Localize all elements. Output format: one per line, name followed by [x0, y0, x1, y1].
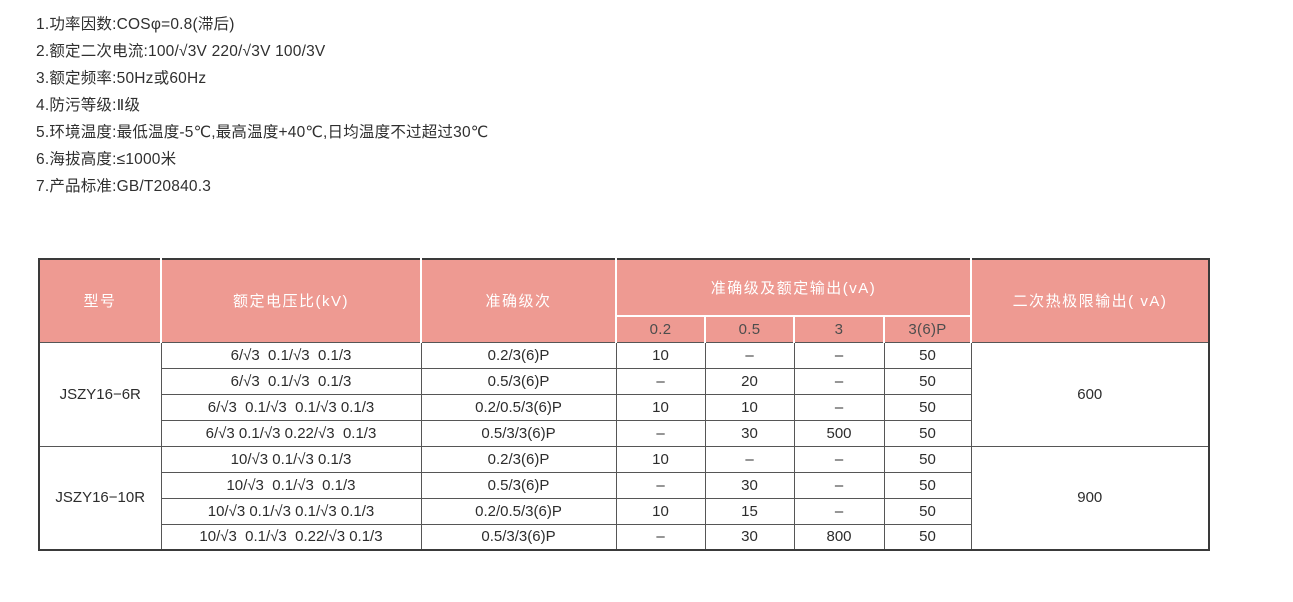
value-cell: –: [793, 497, 885, 525]
value-cell: –: [615, 471, 706, 499]
ratio-cell: 6/√3 0.1/√3 0.22/√3 0.1/3: [160, 419, 422, 447]
value-cell: 50: [883, 523, 972, 551]
accuracy-cell: 0.2/0.5/3(6)P: [420, 393, 617, 421]
ratio-cell: 10/√3 0.1/√3 0.1/√3 0.1/3: [160, 497, 422, 525]
value-cell: 15: [704, 497, 795, 525]
value-cell: 800: [793, 523, 885, 551]
value-cell: 30: [704, 419, 795, 447]
spec-item-secondary: 2.额定二次电流:100/√3V 220/√3V 100/3V: [36, 42, 326, 60]
accuracy-cell: 0.2/3(6)P: [420, 445, 617, 473]
value-cell: 50: [883, 393, 972, 421]
accuracy-cell: 0.5/3(6)P: [420, 471, 617, 499]
accuracy-cell: 0.5/3(6)P: [420, 367, 617, 395]
value-cell: 10: [615, 341, 706, 369]
table-row: JSZY16−10R 10/√3 0.1/√3 0.1/3 0.2/3(6)P …: [38, 445, 1210, 551]
spec-item-frequency: 3.额定频率:50Hz或60Hz: [36, 69, 207, 87]
spec-item-pollution: 4.防污等级:Ⅱ级: [36, 96, 141, 114]
table-header-row-main: 型号 额定电压比(kV) 准确级次 准确级及额定输出(vA) 二次热极限输出( …: [38, 258, 1210, 343]
value-cell: 50: [883, 419, 972, 447]
value-cell: 50: [883, 367, 972, 395]
limit-cell: 900: [970, 445, 1210, 551]
value-cell: 50: [883, 445, 972, 473]
value-cell: 50: [883, 341, 972, 369]
header-voltage-ratio: 额定电压比(kV): [160, 258, 422, 343]
value-cell: –: [793, 445, 885, 473]
value-cell: –: [615, 367, 706, 395]
accuracy-cell: 0.5/3/3(6)P: [420, 419, 617, 447]
ratio-cell: 10/√3 0.1/√3 0.1/3: [160, 445, 422, 473]
value-cell: 30: [704, 471, 795, 499]
ratio-cell: 6/√3 0.1/√3 0.1/√3 0.1/3: [160, 393, 422, 421]
ratio-cell: 6/√3 0.1/√3 0.1/3: [160, 341, 422, 369]
spec-table: 型号 额定电压比(kV) 准确级次 准确级及额定输出(vA) 二次热极限输出( …: [38, 258, 1210, 551]
spec-item-altitude: 6.海拔高度:≤1000米: [36, 150, 177, 168]
spec-item-temperature: 5.环境温度:最低温度-5℃,最高温度+40℃,日均温度不过超过30℃: [36, 123, 489, 141]
value-cell: –: [704, 445, 795, 473]
value-cell: 50: [883, 497, 972, 525]
value-cell: –: [793, 393, 885, 421]
value-cell: –: [615, 523, 706, 551]
model-cell: JSZY16−6R: [38, 341, 162, 447]
header-thermal-limit-output: 二次热极限输出( vA): [970, 258, 1210, 343]
table-header-row-sub: 0.2 0.5 3 3(6)P: [39, 315, 1209, 343]
value-cell: –: [793, 341, 885, 369]
accuracy-cell: 0.5/3/3(6)P: [420, 523, 617, 551]
ratio-cell: 6/√3 0.1/√3 0.1/3: [160, 367, 422, 395]
value-cell: 10: [704, 393, 795, 421]
limit-cell: 600: [970, 341, 1210, 447]
table-row: 10/√3 0.1/√3 0.1/√3 0.1/3 0.2/0.5/3(6)P …: [39, 497, 1209, 525]
table-row: 10/√3 0.1/√3 0.22/√3 0.1/3 0.5/3/3(6)P –…: [39, 523, 1209, 551]
model-cell: JSZY16−10R: [38, 445, 162, 551]
value-cell: 10: [615, 393, 706, 421]
header-accuracy-output-group: 准确级及额定输出(vA): [615, 258, 972, 317]
spec-list: 1.功率因数:COSφ=0.8(滞后) 2.额定二次电流:100/√3V 220…: [36, 9, 488, 198]
value-cell: 10: [615, 445, 706, 473]
table-row: 6/√3 0.1/√3 0.22/√3 0.1/3 0.5/3/3(6)P – …: [39, 419, 1209, 447]
value-cell: 500: [793, 419, 885, 447]
value-cell: 50: [883, 471, 972, 499]
table-row: JSZY16−6R 6/√3 0.1/√3 0.1/3 0.2/3(6)P 10…: [38, 341, 1210, 447]
accuracy-cell: 0.2/0.5/3(6)P: [420, 497, 617, 525]
spec-item-standard: 7.产品标准:GB/T20840.3: [36, 177, 212, 195]
header-accuracy-class: 准确级次: [420, 258, 617, 343]
value-cell: –: [704, 341, 795, 369]
header-subcol-0-5: 0.5: [704, 315, 795, 343]
value-cell: –: [615, 419, 706, 447]
ratio-cell: 10/√3 0.1/√3 0.22/√3 0.1/3: [160, 523, 422, 551]
value-cell: 10: [615, 497, 706, 525]
header-subcol-3-6p: 3(6)P: [883, 315, 972, 343]
value-cell: 30: [704, 523, 795, 551]
value-cell: –: [793, 367, 885, 395]
table-row: 10/√3 0.1/√3 0.1/3 0.5/3(6)P – 30 – 50: [39, 471, 1209, 499]
spec-table-container: 型号 额定电压比(kV) 准确级次 准确级及额定输出(vA) 二次热极限输出( …: [38, 258, 1210, 551]
header-model: 型号: [38, 258, 162, 343]
value-cell: 20: [704, 367, 795, 395]
accuracy-cell: 0.2/3(6)P: [420, 341, 617, 369]
value-cell: –: [793, 471, 885, 499]
ratio-cell: 10/√3 0.1/√3 0.1/3: [160, 471, 422, 499]
header-subcol-3: 3: [793, 315, 885, 343]
header-subcol-0-2: 0.2: [615, 315, 706, 343]
spec-item-power-factor: 1.功率因数:COSφ=0.8(滞后): [36, 15, 235, 33]
